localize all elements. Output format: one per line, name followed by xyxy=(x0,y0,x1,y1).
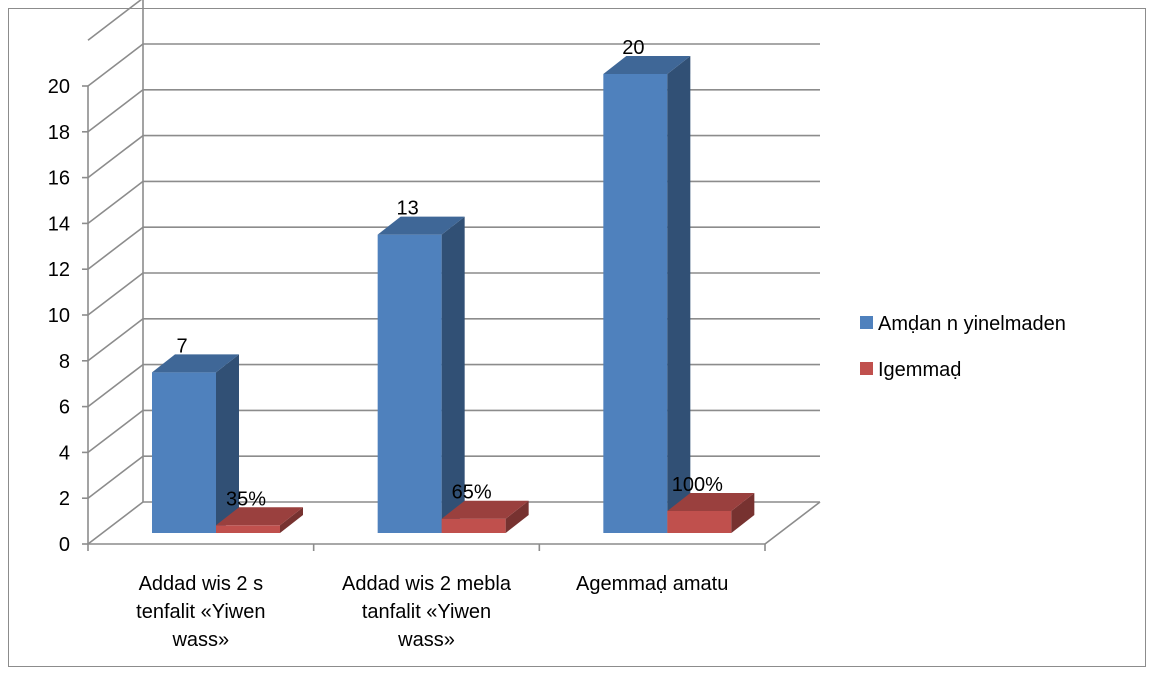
category-label-1-1: tanfalit «Yiwen xyxy=(362,601,491,623)
bar-1-0-front xyxy=(216,525,280,533)
bar-0-0-top xyxy=(152,354,239,373)
gridline-top-diagonal xyxy=(87,0,142,41)
bar-0-2-top xyxy=(603,56,691,74)
y-tick-label-8: 16 xyxy=(48,168,70,190)
data-label-1-0: 35% xyxy=(226,488,266,510)
bar-0-2-front xyxy=(603,74,668,533)
gridline-diagonal-10 xyxy=(87,43,144,87)
gridline-diagonal-2 xyxy=(87,409,144,454)
data-label-0-1: 13 xyxy=(397,198,419,220)
y-tick-label-2: 4 xyxy=(59,442,70,464)
legend-label-0: Amḍan n yinelmaden xyxy=(878,313,1066,335)
bar-1-2-side xyxy=(731,493,755,533)
y-tick-label-4: 8 xyxy=(59,351,70,373)
category-label-2-0: Agemmaḍ amatu xyxy=(576,573,728,595)
bar-0-1-front xyxy=(377,234,442,533)
legend-swatch-0 xyxy=(860,316,873,329)
chart-frame xyxy=(8,8,1146,667)
bar-0-0-front xyxy=(152,372,216,533)
floor-right-edge xyxy=(764,501,821,545)
y-tick-label-7: 14 xyxy=(48,213,70,235)
y-tick-label-5: 10 xyxy=(48,305,70,327)
bar-1-0-side xyxy=(280,507,303,533)
bar-0-1-side xyxy=(441,216,465,533)
data-label-1-2: 100% xyxy=(672,474,723,496)
gridline-diagonal-8 xyxy=(87,134,144,179)
data-label-0-0: 7 xyxy=(176,335,187,357)
bar-0-1-top xyxy=(377,216,465,235)
gridline-diagonal-4 xyxy=(87,318,144,362)
y-tick-label-10: 20 xyxy=(48,76,70,98)
y-tick-label-1: 2 xyxy=(59,488,70,510)
bar-1-1-side xyxy=(505,500,529,533)
y-tick-label-9: 18 xyxy=(48,122,70,144)
bar-1-2-front xyxy=(667,511,732,533)
data-label-0-2: 20 xyxy=(622,37,644,59)
bar-1-1-front xyxy=(441,518,506,533)
bar-0-0-side xyxy=(216,354,239,533)
gridline-diagonal-6 xyxy=(87,226,144,270)
category-label-0-2: wass» xyxy=(171,629,229,651)
gridline-diagonal-0 xyxy=(87,501,144,545)
y-tick-label-3: 6 xyxy=(59,397,70,419)
y-tick-label-0: 0 xyxy=(59,534,70,556)
data-label-1-1: 65% xyxy=(452,482,492,504)
bar-0-2-side xyxy=(667,56,691,533)
gridline-diagonal-9 xyxy=(87,89,144,133)
gridline-diagonal-1 xyxy=(87,455,144,499)
category-label-1-2: wass» xyxy=(397,629,455,651)
legend-label-1: Igemmaḍ xyxy=(878,359,961,381)
gridline-diagonal-3 xyxy=(87,363,144,408)
category-label-0-0: Addad wis 2 s xyxy=(139,573,264,595)
category-label-0-1: tenfalit «Yiwen xyxy=(136,601,265,623)
legend-swatch-1 xyxy=(860,362,873,375)
bar-1-2-top xyxy=(667,493,755,511)
gridline-diagonal-7 xyxy=(87,180,144,225)
bar-1-1-top xyxy=(441,500,529,519)
y-tick-label-6: 12 xyxy=(48,259,70,281)
bar-1-0-top xyxy=(216,507,303,526)
category-label-1-0: Addad wis 2 mebla xyxy=(342,573,512,595)
gridline-diagonal-5 xyxy=(87,272,144,316)
